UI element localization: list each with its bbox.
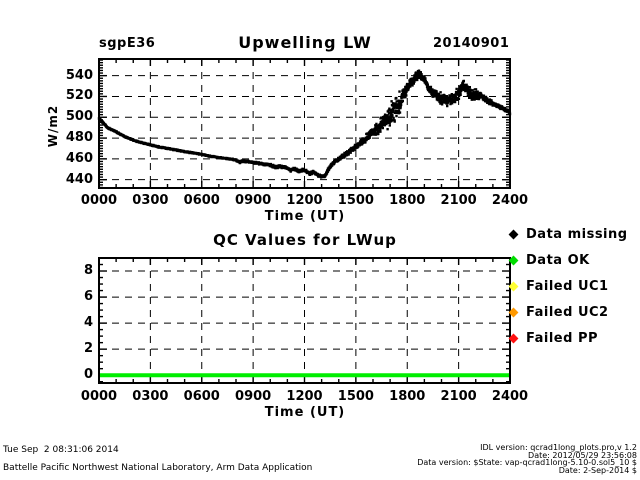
legend-item-failed-uc2: Failed UC2 — [508, 304, 609, 320]
chart2-x-tick-label: 0300 — [132, 389, 169, 404]
chart1-x-tick-label: 2100 — [440, 193, 477, 208]
chart1-x-tick-label: 2400 — [491, 193, 529, 208]
chart2-y-tick-label: 8 — [83, 263, 93, 279]
chart2-x-axis-label: Time (UT) — [264, 405, 346, 420]
date-label: 20140901 — [433, 36, 510, 51]
chart2-x-tick-label: 1200 — [286, 389, 323, 404]
chart1-x-tick-label: 0600 — [183, 193, 220, 208]
footer-timestamp: Tue Sep 2 08:31:06 2014 — [3, 445, 119, 455]
legend-item-failed-uc1: Failed UC1 — [508, 278, 609, 294]
chart2-x-tick-label: 2100 — [440, 389, 477, 404]
legend-item-data-missing: Data missing — [508, 226, 628, 242]
diamond-icon — [508, 333, 519, 343]
chart2-y-tick-label: 4 — [83, 315, 93, 331]
chart1-y-tick-label: 500 — [65, 109, 93, 125]
chart1-x-tick-label: 0300 — [132, 193, 169, 208]
chart2-title: QC Values for LWup — [213, 231, 397, 249]
legend-label: Data OK — [526, 252, 590, 268]
chart2-x-tick-label: 2400 — [491, 389, 529, 404]
legend-label: Data missing — [526, 226, 628, 242]
diamond-icon — [508, 307, 519, 317]
diamond-icon — [508, 281, 519, 291]
chart1-y-tick-label: 480 — [65, 130, 93, 146]
chart1-x-axis-label: Time (UT) — [264, 209, 346, 224]
footer-organization: Battelle Pacific Northwest National Labo… — [3, 463, 313, 473]
legend-label: Failed UC2 — [526, 304, 609, 320]
site-facility-label: sgpE36 — [99, 36, 156, 51]
legend-item-data-ok: Data OK — [508, 252, 590, 268]
chart1-x-tick-label: 1500 — [337, 193, 374, 208]
footer-data-version: Data version: $State: vap-qcrad1long-5.1… — [417, 458, 637, 467]
chart2-y-tick-label: 0 — [83, 367, 93, 383]
chart1-y-tick-label: 520 — [65, 88, 93, 104]
chart2-x-tick-label: 0000 — [80, 389, 118, 404]
chart2-x-tick-label: 1800 — [389, 389, 426, 404]
footer-version-block: IDL version: qcrad1long_plots.pro,v 1.2 … — [417, 444, 637, 474]
chart2-y-tick-label: 6 — [83, 289, 93, 305]
chart2-x-tick-label: 0600 — [183, 389, 220, 404]
chart2-x-tick-label: 0900 — [235, 389, 272, 404]
chart2-plot-area — [98, 257, 511, 384]
diamond-icon — [508, 229, 519, 239]
chart1-x-tick-label: 0900 — [235, 193, 272, 208]
legend-label: Failed PP — [526, 330, 599, 346]
chart1-x-tick-label: 0000 — [80, 193, 118, 208]
footer-data-date: Date: 2-Sep-2014 $ — [558, 465, 637, 475]
chart2-y-tick-label: 2 — [83, 341, 93, 357]
chart1-y-tick-label: 460 — [65, 150, 93, 166]
chart2-x-tick-label: 1500 — [337, 389, 374, 404]
chart1-y-tick-label: 440 — [65, 171, 93, 187]
legend-item-failed-pp: Failed PP — [508, 330, 599, 346]
footer-idl-version: IDL version: qcrad1long_plots.pro,v 1.2 — [480, 443, 637, 452]
legend-label: Failed UC1 — [526, 278, 609, 294]
diamond-icon — [508, 255, 519, 265]
chart1-plot-area — [97, 58, 512, 189]
chart1-title: Upwelling LW — [238, 33, 372, 52]
footer-idl-date: Date: 2012/05/29 23:56:08 — [528, 450, 637, 460]
chart1-x-tick-label: 1200 — [286, 193, 323, 208]
chart1-x-tick-label: 1800 — [389, 193, 426, 208]
chart1-y-tick-label: 540 — [65, 67, 93, 83]
